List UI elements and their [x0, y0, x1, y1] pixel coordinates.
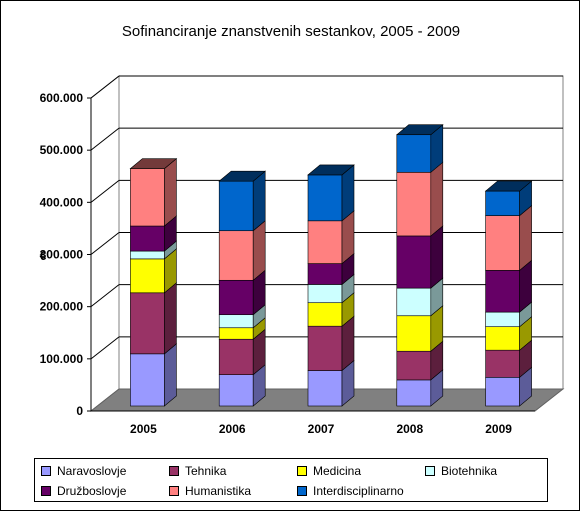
x-tick-label-2007: 2007 [308, 422, 335, 436]
y-axis-ticks: 0 100.000 200.000 300.000 400.000 500.000 600.… [40, 91, 535, 418]
bar-biotehnika-2009 [485, 311, 520, 328]
bar-stack-2007 [307, 164, 355, 407]
legend-swatch-tehnika [169, 466, 179, 476]
bar-side-humanistika-2005 [164, 158, 177, 227]
chart-title: Sofinanciranje znanstvenih sestankov, 20… [122, 23, 460, 40]
x-tick-label-2008: 2008 [396, 422, 423, 436]
legend-label-interdisciplinarno: Interdisciplinarno [313, 484, 404, 498]
legend-swatch-humanistika [169, 486, 179, 496]
x-tick-label-2009: 2009 [485, 422, 512, 436]
bar-stack-2008 [395, 124, 444, 407]
bar-side-humanistika-2009 [519, 204, 532, 272]
bar-humanistika-2007 [307, 220, 343, 264]
legend-item-druzboslovje: Družboslovje [41, 483, 126, 499]
bar-naravoslovje-2006 [218, 374, 254, 407]
bar-side-naravoslovje-2005 [164, 343, 177, 407]
y-tick-label: 0 [76, 404, 83, 418]
legend: Naravoslovje Tehnika Medicina Biotehnika… [34, 458, 548, 502]
bar-tehnika-2007 [307, 325, 343, 371]
gridline-side [90, 336, 120, 360]
bar-top-2005 [129, 158, 178, 169]
bar-top-2009 [484, 180, 533, 192]
legend-swatch-medicina [297, 466, 307, 476]
legend-item-humanistika: Humanistika [169, 483, 251, 499]
bar-stack-2006 [218, 170, 267, 407]
bar-druboslovje-2006 [218, 279, 254, 316]
bar-naravoslovje-2007 [307, 370, 343, 407]
bar-medicina-2009 [485, 326, 520, 351]
bar-interdisciplinarno-2009 [485, 190, 520, 216]
x-axis-ticks: 2005 2006 2007 2008 2009 [130, 422, 512, 436]
gridline-side [90, 284, 120, 308]
bar-medicina-2008 [396, 315, 432, 352]
bars [129, 124, 533, 407]
legend-label-medicina: Medicina [313, 464, 362, 478]
legend-item-biotehnika: Biotehnika [425, 463, 497, 479]
bar-side-humanistika-2008 [430, 161, 444, 237]
legend-swatch-druzboslovje [41, 486, 51, 496]
bar-tehnika-2005 [130, 292, 165, 355]
legend-item-medicina: Medicina [297, 463, 361, 479]
legend-label-biotehnika: Biotehnika [441, 464, 498, 478]
bar-druboslovje-2007 [307, 263, 343, 285]
bar-side-humanistika-2006 [252, 220, 266, 281]
bar-biotehnika-2008 [396, 287, 432, 317]
legend-label-druzboslovje: Družboslovje [57, 484, 127, 498]
gridline-side [90, 179, 120, 203]
gridline-side [90, 232, 120, 255]
gridline-side [90, 127, 120, 151]
y-axis-label: € [40, 249, 47, 263]
bar-druboslovje-2005 [130, 225, 165, 252]
y-tick-label: 200.000 [40, 300, 84, 314]
bar-tehnika-2008 [396, 350, 432, 381]
x-tick-label-2006: 2006 [219, 422, 246, 436]
bar-druboslovje-2008 [396, 235, 432, 289]
legend-label-tehnika: Tehnika [185, 464, 227, 478]
x-tick-label-2005: 2005 [130, 422, 157, 436]
bar-stack-2005 [129, 158, 178, 407]
bar-humanistika-2006 [218, 230, 254, 281]
bar-medicina-2006 [218, 327, 254, 340]
bar-naravoslovje-2009 [485, 377, 520, 407]
bar-humanistika-2009 [485, 215, 520, 271]
bar-interdisciplinarno-2008 [396, 134, 432, 173]
legend-label-naravoslovje: Naravoslovje [57, 464, 127, 478]
bar-stack-2009 [484, 180, 533, 407]
legend-swatch-interdisciplinarno [297, 486, 307, 496]
bar-interdisciplinarno-2006 [218, 180, 254, 232]
legend-swatch-biotehnika [425, 466, 435, 476]
bar-top-2007 [307, 164, 355, 176]
bar-medicina-2005 [130, 258, 165, 294]
legend-swatch-naravoslovje [41, 466, 51, 476]
bar-side-druboslovje-2008 [430, 225, 444, 289]
bar-side-interdisciplinarno-2006 [252, 170, 266, 232]
bar-naravoslovje-2008 [396, 379, 432, 407]
legend-item-naravoslovje: Naravoslovje [41, 463, 126, 479]
y-tick-label: 300.000 [40, 248, 84, 262]
y-tick-label: 100.000 [40, 352, 84, 366]
bar-naravoslovje-2005 [130, 353, 165, 407]
y-tick-label: 500.000 [40, 143, 84, 157]
bar-top-2008 [395, 124, 444, 136]
bar-tehnika-2009 [485, 349, 520, 378]
legend-item-interdisciplinarno: Interdisciplinarno [297, 483, 404, 499]
bar-side-tehnika-2005 [164, 282, 177, 355]
bar-biotehnika-2006 [218, 314, 254, 329]
legend-item-tehnika: Tehnika [169, 463, 226, 479]
y-tick-label: 600.000 [40, 91, 84, 105]
bar-humanistika-2008 [396, 171, 432, 237]
bar-humanistika-2005 [130, 168, 165, 227]
y-tick-label: 400.000 [40, 195, 84, 209]
bar-tehnika-2006 [218, 338, 254, 375]
bar-druboslovje-2009 [485, 270, 520, 313]
bar-interdisciplinarno-2007 [307, 174, 343, 222]
bar-biotehnika-2005 [130, 250, 165, 260]
gridline-side [90, 75, 120, 99]
bar-medicina-2007 [307, 302, 343, 327]
legend-label-humanistika: Humanistika [185, 484, 252, 498]
bar-biotehnika-2007 [307, 284, 343, 304]
bar-top-2006 [218, 170, 267, 182]
